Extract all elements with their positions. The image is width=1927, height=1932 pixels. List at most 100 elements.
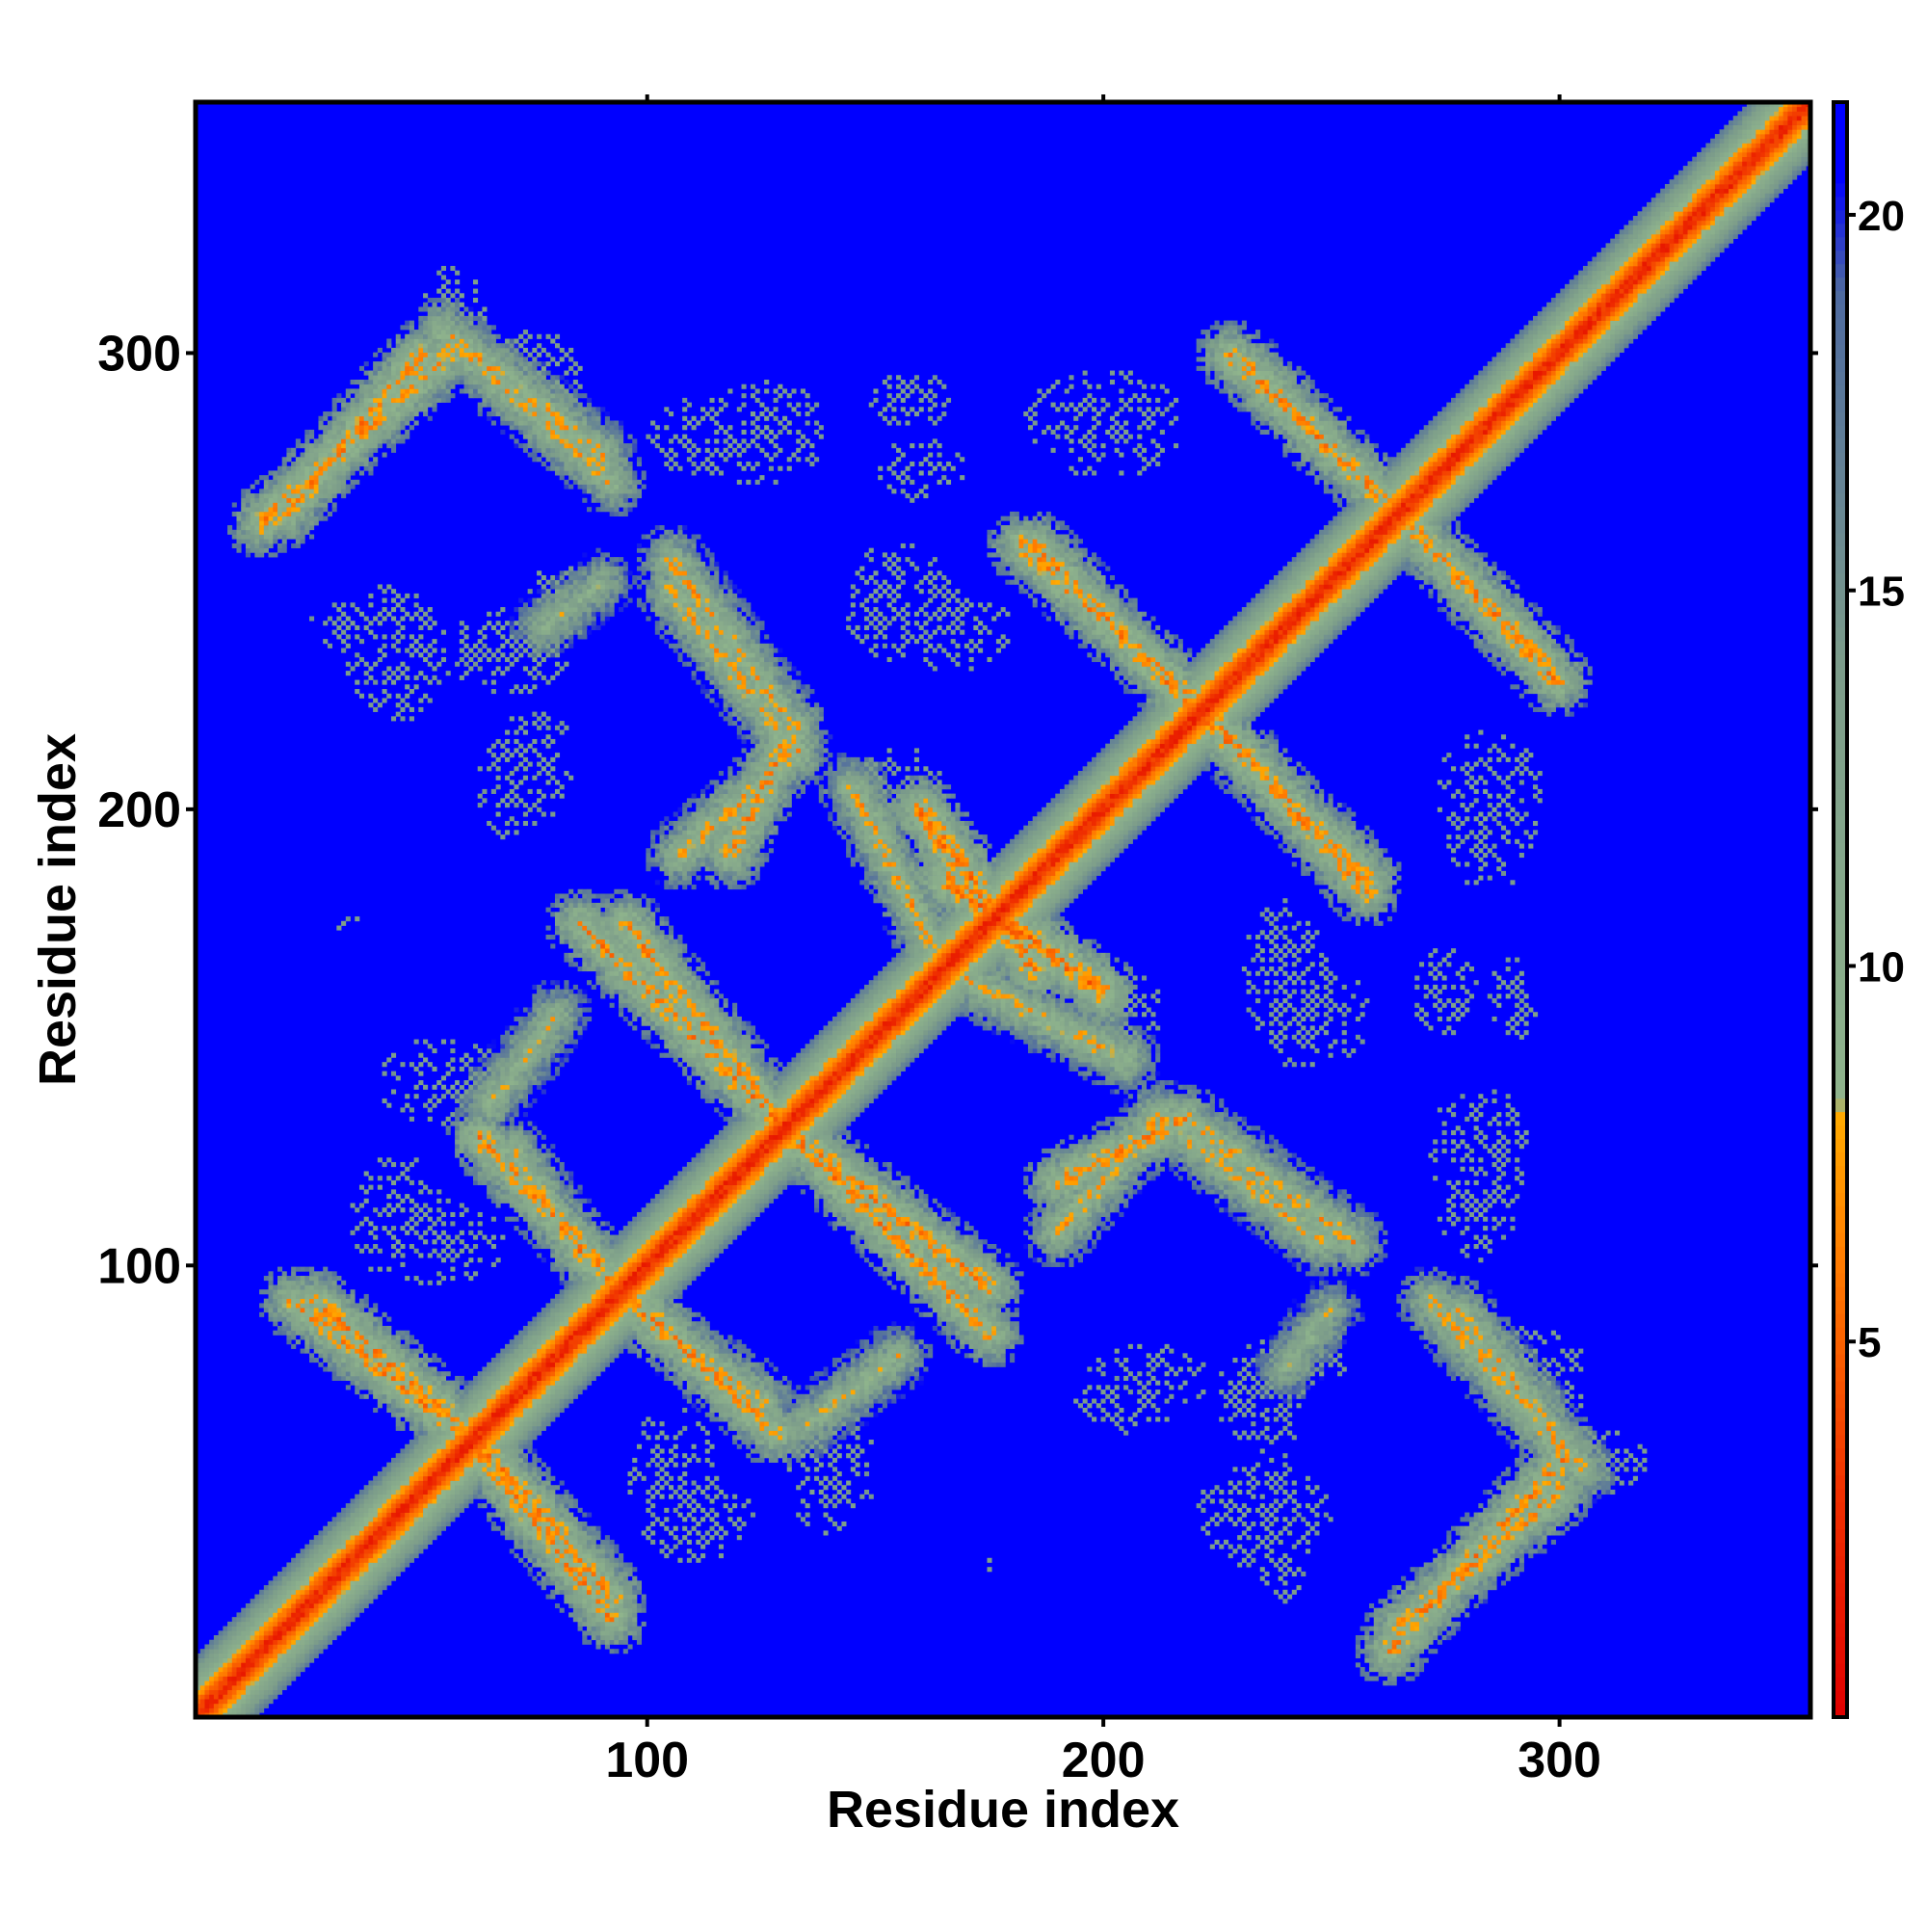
heatmap-cell [1556,1467,1561,1471]
heatmap-cell [1474,1513,1479,1518]
heatmap-cell [428,1498,433,1503]
heatmap-cell [724,1408,728,1413]
heatmap-cell [1411,1612,1415,1617]
heatmap-cell [755,1448,760,1453]
heatmap-cell [746,1399,751,1404]
heatmap-cell [1438,1553,1442,1558]
heatmap-cell [236,1667,241,1672]
heatmap-cell [254,1708,259,1713]
heatmap-cell [851,1426,856,1431]
heatmap-cell [819,1421,824,1426]
heatmap-cell [1419,1572,1424,1576]
heatmap-cell [1279,1403,1283,1408]
heatmap-cell [555,1513,560,1518]
heatmap-cell [1501,1421,1506,1426]
heatmap-cell [1251,1403,1255,1408]
heatmap-cell [751,1448,755,1453]
heatmap-cell [1533,1503,1538,1508]
heatmap-cell [1374,1630,1379,1635]
heatmap-cell [550,1545,555,1549]
heatmap-cell [341,1580,346,1585]
heatmap-cell [1533,1444,1538,1449]
heatmap-cell [264,1627,269,1631]
heatmap-cell [1496,1426,1501,1431]
heatmap-cell [418,1421,423,1426]
heatmap-cell [450,1416,455,1421]
heatmap-cell [1292,1490,1297,1495]
heatmap-cell [282,1595,287,1600]
heatmap-cell [1556,1463,1561,1468]
heatmap-cell [610,1599,615,1603]
heatmap-cell [801,1498,805,1503]
heatmap-cell [1538,1540,1543,1545]
heatmap-cell [1610,1476,1615,1481]
heatmap-cell [396,1498,401,1503]
heatmap-cell [541,1517,546,1522]
heatmap-cell [296,1576,301,1581]
heatmap-cell [496,1467,501,1471]
heatmap-cell [373,1580,378,1585]
heatmap-cell [277,1572,282,1576]
heatmap-cell [1292,1508,1297,1513]
heatmap-cell [610,1612,615,1617]
heatmap-cell [600,1562,605,1567]
heatmap-cell [1438,1562,1442,1567]
heatmap-cell [1424,1644,1429,1649]
heatmap-cell [500,1431,505,1436]
heatmap-cell [1438,1617,1442,1622]
heatmap-cell [336,1562,341,1567]
heatmap-cell [232,1627,237,1631]
heatmap-cell [1515,1458,1519,1463]
heatmap-cell [832,1399,837,1404]
heatmap-cell [687,1458,692,1463]
heatmap-cell [1620,1463,1624,1468]
heatmap-cell [873,1399,878,1404]
heatmap-cell [351,1558,356,1563]
heatmap-cell [737,1416,742,1421]
heatmap-cell [801,1426,805,1431]
heatmap-cell [523,1535,528,1540]
heatmap-cell [700,1545,705,1549]
heatmap-cell [1360,1672,1365,1677]
heatmap-cell [1442,1562,1447,1567]
heatmap-cell [1570,1421,1574,1426]
heatmap-cell [832,1495,837,1499]
heatmap-cell [1551,1408,1556,1413]
heatmap-cell [482,1503,487,1508]
heatmap-cell [742,1426,747,1431]
heatmap-cell [246,1658,251,1663]
heatmap-cell [441,1503,446,1508]
heatmap-cell [1492,1535,1497,1540]
heatmap-cell [496,1526,501,1531]
heatmap-cell [391,1558,396,1563]
heatmap-cell [1533,1399,1538,1404]
heatmap-cell [254,1672,259,1677]
heatmap-cell [1501,1399,1506,1404]
heatmap-cell [1506,1522,1511,1526]
heatmap-cell [1528,1476,1533,1481]
heatmap-cell [355,1572,359,1576]
heatmap-cell [595,1608,600,1613]
heatmap-cell [632,1590,637,1595]
heatmap-cell [1401,1617,1406,1622]
heatmap-cell [1465,1580,1469,1585]
heatmap-cell [824,1448,829,1453]
heatmap-cell [478,1426,483,1431]
heatmap-cell [769,1394,774,1399]
heatmap-cell [1578,1476,1583,1481]
heatmap-cell [473,1463,478,1468]
heatmap-cell [455,1513,460,1518]
heatmap-cell [1506,1490,1511,1495]
heatmap-cell [386,1558,391,1563]
heatmap-cell [1556,1530,1561,1535]
heatmap-cell [523,1540,528,1545]
heatmap-cell [259,1649,264,1654]
heatmap-cell [423,1453,428,1458]
heatmap-cell [364,1394,369,1399]
heatmap-cell [1565,1444,1570,1449]
heatmap-cell [364,1495,369,1499]
heatmap-cell [1488,1558,1492,1563]
heatmap-cell [560,1530,565,1535]
heatmap-cell [859,1421,864,1426]
heatmap-cell [1488,1535,1492,1540]
